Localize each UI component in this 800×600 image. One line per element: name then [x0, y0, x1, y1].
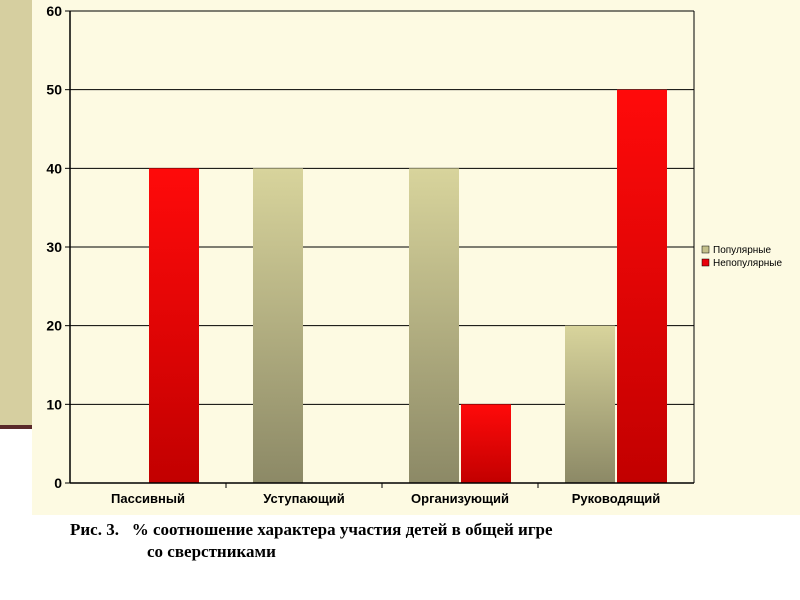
y-tick-label: 30 [46, 239, 62, 255]
legend-swatch [701, 258, 710, 267]
legend-swatch [701, 245, 710, 254]
chart-area: 0 10 20 30 40 50 60 Пассивный Уступающий Организу… [32, 0, 800, 515]
x-tick-label: Руководящий [572, 491, 661, 506]
bar-unpopular [149, 168, 199, 484]
y-tick-label: 0 [54, 475, 62, 491]
side-decor-panel [0, 0, 32, 425]
side-decor-rule [0, 425, 32, 429]
bar-popular [409, 168, 459, 484]
bar-popular [565, 325, 615, 483]
y-tick-label: 40 [46, 160, 62, 176]
bar-popular [253, 168, 303, 484]
y-tick-label: 50 [46, 82, 62, 98]
y-tick-label: 10 [46, 396, 62, 412]
y-tick-label: 20 [46, 318, 62, 334]
y-tick-label: 60 [46, 3, 62, 19]
caption-line2: со сверстниками [147, 542, 276, 561]
legend-label: Популярные [713, 245, 771, 256]
bar-unpopular [461, 404, 511, 483]
caption-line1: % соотношение характера участия детей в … [131, 520, 553, 539]
bar-chart: 0 10 20 30 40 50 60 Пассивный Уступающий Организу… [46, 3, 782, 506]
figure-caption: Рис. 3. % соотношение характера участия … [70, 519, 770, 563]
legend-label: Непопулярные [713, 258, 782, 269]
caption-prefix: Рис. 3. [70, 520, 119, 539]
x-tick-label: Уступающий [263, 491, 345, 506]
x-tick-label: Организующий [411, 491, 509, 506]
bar-unpopular [617, 89, 667, 484]
x-tick-label: Пассивный [111, 491, 185, 506]
